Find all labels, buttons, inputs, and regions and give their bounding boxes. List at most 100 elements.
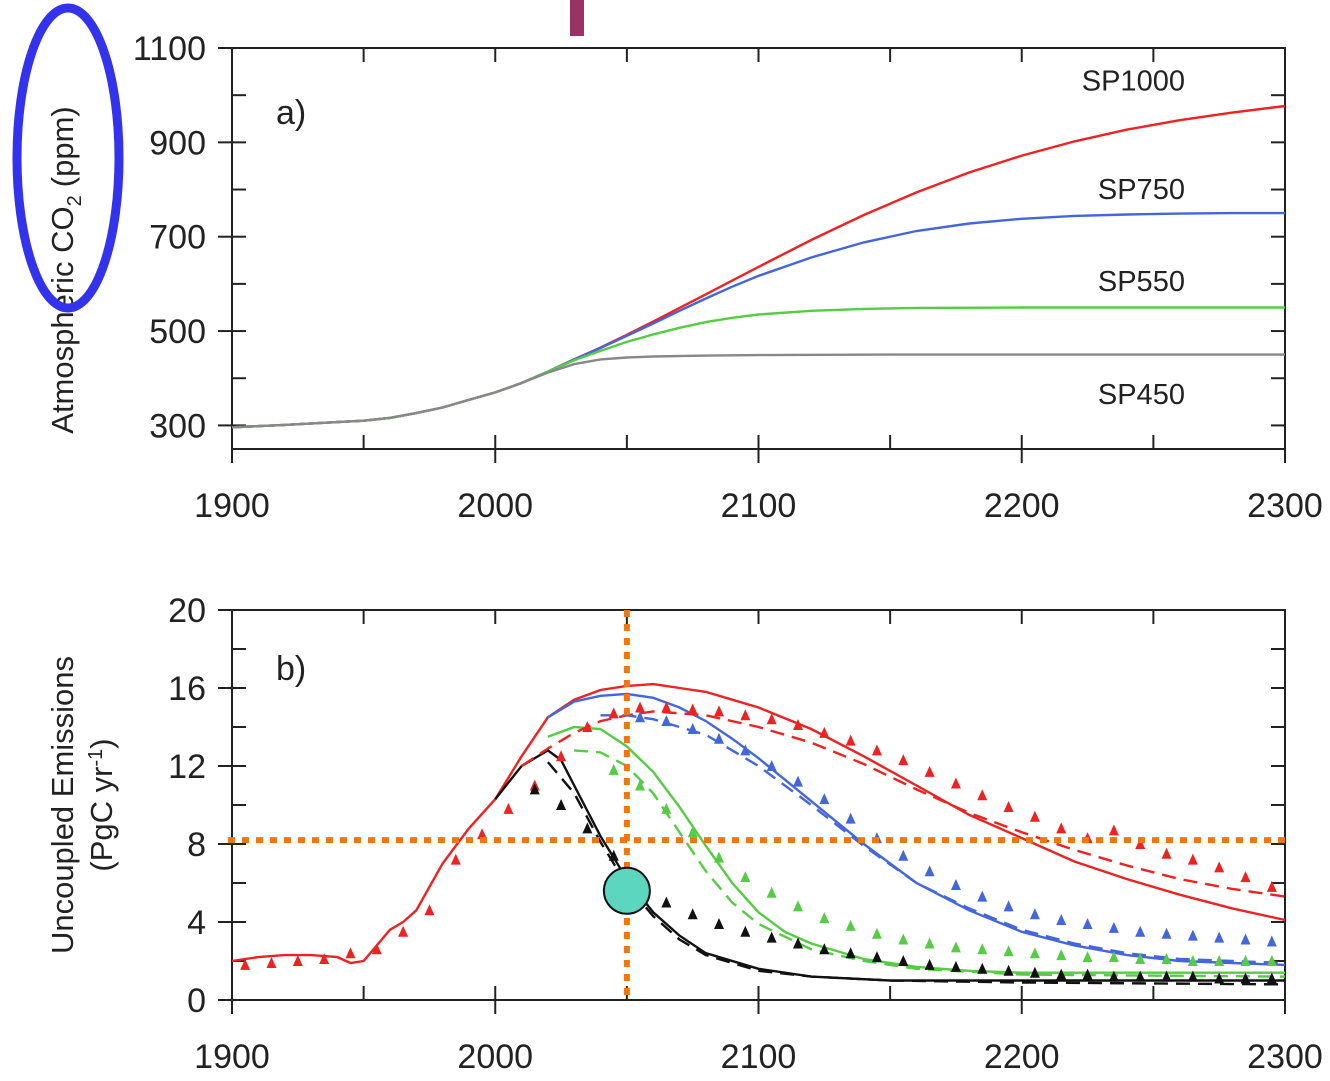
panel-a-series-label: SP550	[1098, 266, 1185, 298]
panel-b-marker	[898, 955, 909, 966]
panel-b-ytick-label: 16	[168, 670, 206, 708]
panel-b-marker	[1187, 929, 1198, 941]
panel-b-marker	[977, 943, 988, 955]
panel-b-marker	[1082, 968, 1093, 980]
panel-b-marker	[1187, 955, 1198, 966]
panel-b-marker	[582, 822, 593, 834]
panel-b-marker	[1214, 955, 1225, 966]
panel-b-ytick-label: 0	[187, 982, 206, 1020]
panel-b-marker	[1082, 951, 1093, 963]
panel-a-xtick-label: 2100	[721, 487, 797, 525]
panel-a-series-label: SP750	[1098, 174, 1185, 206]
panel-b-marker	[687, 722, 698, 734]
panel-b-series-line	[600, 714, 1286, 965]
panel-b-marker	[1135, 953, 1146, 965]
panel-b-marker	[661, 802, 672, 814]
panel-b-marker	[924, 765, 935, 777]
panel-b-marker	[950, 878, 961, 890]
panel-b-marker	[398, 925, 409, 937]
panel-a-xtick-label: 2200	[984, 487, 1060, 525]
panel-b-ylabel-end: )	[84, 738, 119, 748]
panel-b-marker	[1056, 822, 1067, 834]
panel-b-marker	[1056, 949, 1067, 961]
panel-b-marker	[266, 956, 277, 968]
panel-b-series-line	[547, 725, 1285, 974]
panel-a-xtick-label: 2300	[1247, 487, 1323, 525]
panel-b-marker	[1056, 968, 1067, 980]
panel-a-ticks: 1900 2000 2100 2200 2300 300 500 700 900 1100	[133, 30, 1323, 525]
panel-b-marker	[924, 865, 935, 877]
panel-b-marker	[1003, 900, 1014, 912]
panel-b-marker	[845, 812, 856, 824]
panel-b-xtick-label: 2300	[1247, 1038, 1323, 1076]
panel-b-marker	[714, 732, 725, 744]
panel-a-ytick-label: 500	[149, 313, 206, 351]
panel-b-marker	[766, 713, 777, 725]
panel-b-marker	[845, 947, 856, 959]
panel-b-marker	[1029, 810, 1040, 822]
panel-b-marker	[792, 775, 803, 787]
panel-b-marker	[1161, 970, 1172, 982]
panel-b-marker	[1056, 914, 1067, 926]
panel-b-marker	[950, 941, 961, 953]
panel-b-series-line	[520, 710, 1286, 898]
panel-b-marker	[1108, 951, 1119, 963]
panel-b-marker	[714, 705, 725, 717]
panel-b-marker	[766, 886, 777, 898]
panel-b-ticks: 1900 2000 2100 2200 2300 0 4 8 12 16 20	[168, 592, 1323, 1076]
panel-a-label: a)	[276, 94, 306, 132]
panel-b-marker	[1240, 955, 1251, 966]
panel-b-marker	[635, 779, 646, 791]
panel-a-ytick-label: 700	[149, 219, 206, 257]
panel-b-marker	[608, 849, 619, 861]
top-crop-mark	[570, 0, 584, 36]
panel-b-marker	[740, 871, 751, 883]
panel-b-marker	[1266, 935, 1277, 947]
panel-b-marker	[1214, 931, 1225, 943]
panel-b-ylabel-line1: Uncoupled Emissions	[45, 656, 80, 954]
panel-b-marker	[1003, 800, 1014, 812]
panel-b-xtick-label: 2000	[457, 1038, 533, 1076]
panel-b-marker	[924, 937, 935, 949]
panel-b-marker	[371, 943, 382, 955]
panel-b-marker	[845, 734, 856, 746]
panel-b-marker	[503, 802, 514, 814]
panel-a-series-label: SP450	[1098, 379, 1185, 411]
panel-b-xtick-label: 2200	[984, 1038, 1060, 1076]
panel-b-marker	[1161, 927, 1172, 939]
panel-a-xtick-label: 1900	[194, 487, 270, 525]
panel-b-marker	[1266, 972, 1277, 984]
panel-b-marker	[1214, 972, 1225, 984]
panel-b-series	[231, 682, 1286, 986]
highlight-circle	[602, 866, 651, 915]
panel-b-marker	[319, 953, 330, 965]
panel-a-ytick-label: 300	[149, 407, 206, 445]
panel-b-marker	[529, 783, 540, 795]
panel-b-marker	[240, 958, 251, 970]
panel-b-marker	[1240, 871, 1251, 883]
panel-a-series-label: SP1000	[1082, 65, 1185, 97]
panel-a: 1900 2000 2100 2200 2300 300 500 700 900 1100 SP1…	[45, 30, 1323, 525]
panel-b-marker	[1161, 847, 1172, 859]
panel-b-series-line	[547, 692, 1286, 967]
panel-b-marker	[977, 789, 988, 801]
panel-b-xtick-label: 1900	[194, 1038, 270, 1076]
panel-b-marker	[1108, 921, 1119, 933]
panel-b-marker	[1108, 824, 1119, 836]
panel-b-label: b)	[276, 650, 306, 688]
panel-a-series-labels: SP1000 SP750 SP550 SP450	[1082, 65, 1185, 411]
panel-b-marker	[1240, 933, 1251, 945]
panel-b-marker	[1187, 853, 1198, 865]
panel-b-marker	[608, 763, 619, 775]
panel-b-marker	[1135, 970, 1146, 982]
panel-b-ylabel-unit: (PgC yr	[84, 767, 119, 872]
panel-b-marker	[898, 933, 909, 945]
panel-b-marker	[950, 777, 961, 789]
panel-b-marker	[977, 890, 988, 902]
panel-b-marker	[450, 853, 461, 865]
panel-b-marker	[556, 799, 567, 810]
panel-a-series	[231, 104, 1286, 429]
panel-b-ytick-label: 20	[168, 592, 206, 630]
panel-b-ylabel-sup: -1	[85, 749, 107, 767]
